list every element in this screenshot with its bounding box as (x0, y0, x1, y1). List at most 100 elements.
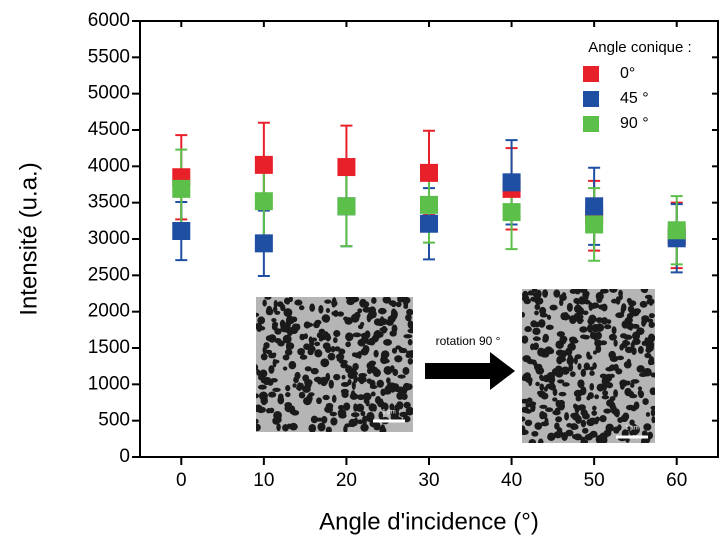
sem-pore (289, 422, 298, 431)
sem-pore (352, 332, 362, 338)
sem-pore (564, 314, 571, 320)
sem-pore (588, 417, 597, 423)
y-tick-label: 5500 (88, 46, 130, 67)
sem-pore (350, 313, 360, 323)
x-tick-label: 50 (584, 470, 605, 491)
sem-pore (314, 349, 323, 358)
sem-pore (638, 372, 648, 378)
sem-pore (583, 362, 590, 371)
sem-pore (285, 342, 295, 350)
sem-pore (297, 348, 306, 356)
y-tick-label: 5000 (88, 83, 130, 104)
sem-pore (620, 414, 629, 423)
sem-pore (324, 405, 334, 414)
sem-pore (587, 392, 594, 399)
sem-pore (328, 379, 334, 389)
sem-pore (532, 327, 541, 336)
sem-pore (294, 299, 303, 306)
sem-pore (277, 301, 284, 308)
sem-pore (398, 347, 404, 353)
sem-pore (379, 327, 388, 332)
y-tick-label: 1500 (88, 337, 130, 358)
sem-pore (637, 386, 643, 391)
sem-pore (592, 405, 597, 411)
inset-images: 1 µm 1 µm rotation 90 ° (256, 289, 655, 443)
sem-pore (256, 418, 259, 424)
sem-pore (608, 373, 615, 379)
sem-pore (577, 307, 584, 314)
sem-pore (528, 439, 537, 443)
sem-pore (579, 436, 586, 441)
sem-pore (539, 383, 545, 391)
sem-pore (615, 368, 623, 375)
sem-pore (393, 387, 403, 393)
sem-pore (542, 289, 549, 298)
sem-pore (637, 346, 644, 354)
sem-pore (599, 415, 607, 423)
sem-pore (389, 330, 397, 337)
sem-pore (589, 331, 596, 340)
sem-pore (616, 355, 625, 361)
sem-pore (598, 435, 608, 443)
sem-pore (541, 352, 550, 358)
sem-pore (566, 302, 573, 312)
sem-pore (535, 289, 542, 299)
x-tick-label: 30 (418, 470, 439, 491)
sem-pore (534, 310, 539, 316)
sem-pore (595, 317, 604, 323)
sem-pore (370, 391, 376, 397)
sem-pore (621, 303, 627, 312)
sem-pore (378, 318, 388, 326)
sem-pore (624, 346, 634, 354)
sem-pore (352, 297, 360, 302)
sem-pore (644, 294, 653, 300)
sem-pore (324, 299, 332, 304)
sem-pore (555, 349, 565, 356)
sem-pore (407, 339, 413, 346)
marker (172, 222, 191, 241)
marker (420, 195, 438, 214)
x-axis-label: Angle d'incidence (°) (319, 508, 539, 535)
sem-pore (351, 381, 356, 390)
sem-pore (613, 339, 618, 347)
sem-pore (605, 423, 614, 432)
sem-pore (573, 389, 583, 398)
sem-pore (360, 410, 366, 417)
sem-pore (389, 365, 395, 373)
sem-pore (372, 368, 381, 378)
sem-pore (573, 297, 580, 304)
sem-pore (545, 407, 554, 413)
sem-pore (406, 308, 413, 316)
sem-pore (256, 393, 260, 399)
sem-pore (639, 300, 648, 308)
sem-pore (552, 409, 561, 416)
sem-pore (360, 423, 369, 432)
sem-pore (522, 355, 531, 363)
sem-pore (280, 324, 289, 333)
sem-pore (331, 311, 336, 316)
sem-pore (318, 337, 323, 342)
sem-pore (592, 350, 598, 355)
sem-pore (308, 424, 317, 432)
sem-pore (613, 389, 618, 398)
sem-pore (610, 298, 618, 304)
sem-pore (345, 365, 353, 374)
sem-pore (539, 376, 547, 382)
y-tick-label: 4500 (88, 119, 130, 140)
sem-pore (340, 388, 349, 394)
sem-pore (556, 331, 566, 337)
sem-pore (265, 377, 271, 382)
sem-pore (367, 311, 375, 320)
sem-pore (369, 384, 378, 389)
y-tick-label: 4000 (88, 155, 130, 176)
sem-pore (288, 361, 297, 370)
sem-pore (524, 409, 532, 414)
annotation: rotation 90 ° (436, 334, 501, 348)
sem-pore (273, 410, 282, 420)
sem-pore (528, 377, 533, 387)
marker (254, 234, 273, 253)
legend-label: 0° (620, 65, 635, 82)
sem-pore (285, 315, 295, 325)
sem-pore (272, 359, 280, 364)
